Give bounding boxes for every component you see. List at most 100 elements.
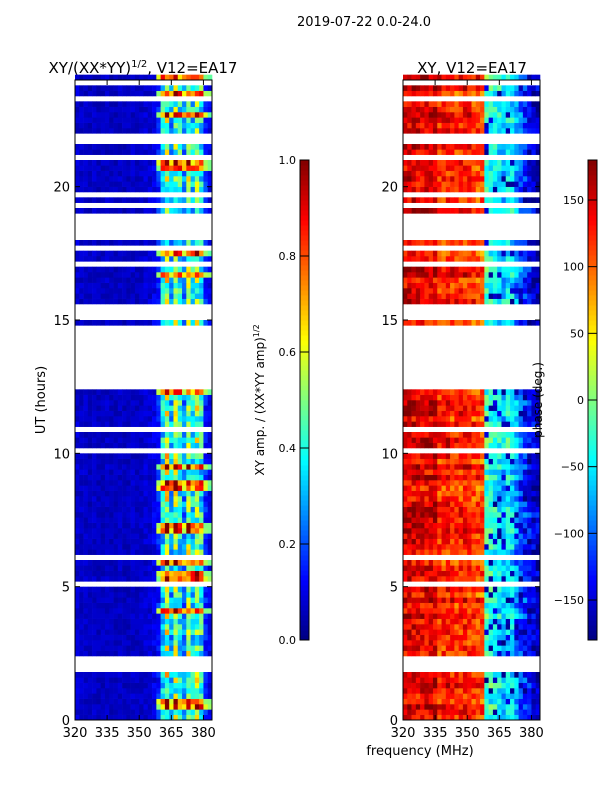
heatmap-cell (480, 506, 485, 513)
heatmap-cell (522, 288, 528, 294)
heatmap-cell (130, 282, 136, 289)
heatmap-cell (186, 597, 191, 603)
heatmap-cell (207, 453, 213, 459)
heatmap-cell (484, 570, 489, 577)
heatmap-cell (203, 266, 209, 273)
heatmap-cell (458, 432, 464, 438)
heatmap-cell (152, 469, 157, 475)
heatmap-cell (522, 576, 528, 582)
heatmap-cell (117, 640, 123, 646)
heatmap-cell (505, 565, 511, 571)
heatmap-cell (445, 576, 451, 582)
heatmap-cell (415, 432, 421, 438)
heatmap-cell (126, 592, 131, 598)
heatmap-cell (139, 501, 144, 507)
heatmap-cell (432, 560, 438, 566)
heatmap-cell (143, 576, 149, 582)
heatmap-cell (199, 181, 204, 187)
heatmap-cell (109, 517, 114, 523)
heatmap-cell (432, 240, 438, 246)
heatmap-cell (462, 464, 468, 470)
heatmap-cell (420, 629, 425, 635)
heatmap-cell (407, 432, 412, 438)
heatmap-cell (514, 421, 519, 427)
heatmap-cell (492, 501, 498, 507)
heatmap-cell (194, 405, 200, 411)
heatmap-cell (497, 592, 502, 598)
heatmap-cell (152, 704, 157, 710)
heatmap-cell (441, 522, 447, 529)
heatmap-cell (488, 512, 494, 518)
heatmap-cell (79, 122, 84, 129)
heatmap-cell (514, 293, 519, 299)
heatmap-cell (169, 405, 174, 411)
heatmap-cell (109, 544, 114, 550)
heatmap-cell (518, 277, 524, 283)
heatmap-cell (104, 533, 110, 539)
heatmap-cell (117, 85, 123, 91)
heatmap-cell (522, 592, 528, 598)
heatmap-cell (450, 597, 455, 603)
heatmap-cell (522, 256, 528, 262)
heatmap-cell (505, 240, 511, 246)
heatmap-cell (173, 117, 179, 123)
heatmap-cell (164, 480, 170, 486)
heatmap-cell (83, 176, 89, 182)
heatmap-cell (177, 506, 183, 513)
heatmap-cell (113, 501, 119, 507)
heatmap-cell (182, 565, 187, 571)
heatmap-cell (96, 592, 101, 598)
heatmap-cell (83, 538, 89, 545)
heatmap-cell (96, 640, 101, 646)
heatmap-cell (471, 298, 477, 305)
heatmap-cell (522, 405, 528, 411)
heatmap-cell (104, 560, 110, 566)
heatmap-cell (492, 405, 498, 411)
heatmap-cell (484, 602, 489, 609)
heatmap-cell (505, 608, 511, 614)
heatmap-cell (177, 693, 183, 699)
colorbar-segment (300, 400, 309, 406)
heatmap-cell (497, 320, 502, 326)
heatmap-cell (535, 634, 541, 641)
heatmap-cell (492, 538, 498, 545)
heatmap-cell (134, 490, 140, 497)
heatmap-cell (75, 501, 80, 507)
heatmap-cell (484, 240, 489, 246)
heatmap-cell (177, 416, 183, 422)
heatmap-cell (488, 677, 494, 683)
heatmap-cell (522, 410, 528, 417)
heatmap-cell (199, 90, 204, 97)
heatmap-cell (186, 677, 191, 683)
heatmap-cell (497, 474, 502, 481)
heatmap-cell (522, 282, 528, 289)
heatmap-cell (130, 106, 136, 113)
heatmap-cell (156, 197, 161, 203)
heatmap-cell (190, 618, 196, 625)
heatmap-cell (203, 181, 209, 187)
heatmap-cell (518, 528, 524, 534)
heatmap-cell (458, 442, 464, 449)
heatmap-cell (432, 250, 438, 257)
heatmap-cell (139, 698, 144, 705)
heatmap-cell (87, 160, 93, 166)
heatmap-cell (207, 576, 213, 582)
heatmap-cell (173, 512, 179, 518)
heatmap-cell (467, 485, 472, 491)
heatmap-cell (139, 240, 144, 246)
heatmap-cell (117, 160, 123, 166)
heatmap-cell (514, 394, 519, 401)
heatmap-cell (415, 698, 421, 705)
heatmap-cell (458, 634, 464, 641)
heatmap-cell (403, 453, 408, 459)
heatmap-cell (194, 613, 200, 619)
heatmap-cell (92, 693, 97, 699)
heatmap-cell (458, 320, 464, 326)
heatmap-cell (505, 277, 511, 283)
heatmap-cell (96, 480, 101, 486)
heatmap-cell (207, 597, 213, 603)
heatmap-cell (194, 464, 200, 470)
heatmap-cell (92, 394, 97, 401)
heatmap-cell (130, 170, 136, 177)
heatmap-cell (488, 682, 494, 689)
